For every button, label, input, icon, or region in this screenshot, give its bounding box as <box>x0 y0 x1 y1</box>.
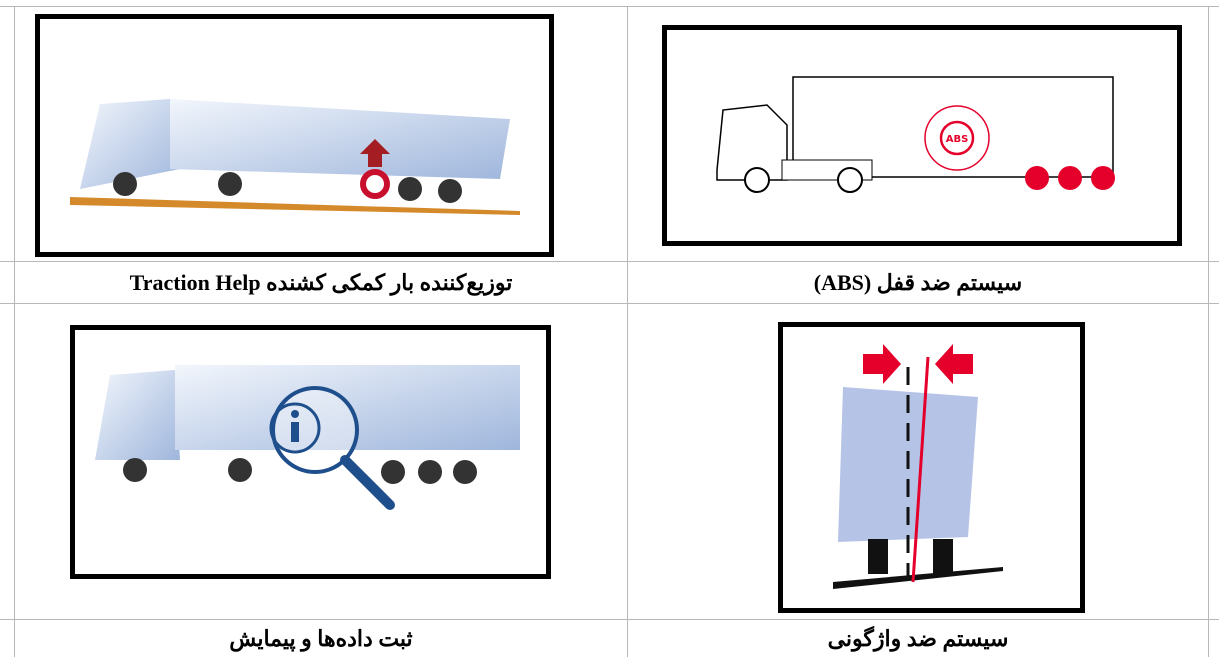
abs-ring <box>939 120 975 156</box>
table-border <box>0 619 1219 620</box>
wheel <box>744 167 770 193</box>
arrow <box>863 344 901 384</box>
truck-illustration <box>95 365 520 510</box>
table-border <box>0 261 1219 262</box>
arrow <box>935 344 973 384</box>
wheel <box>418 460 442 484</box>
wheel-highlight <box>360 169 390 199</box>
wheel <box>1025 166 1049 190</box>
traction-help-image <box>35 14 554 257</box>
leg <box>868 539 888 574</box>
tilt-line <box>911 356 930 583</box>
magnifier-handle <box>340 455 395 510</box>
table-border <box>0 303 1219 304</box>
abs-label: ABS <box>946 134 969 145</box>
truck-illustration: ABS <box>716 76 1115 193</box>
caption: سیستم ضد واژگونی <box>827 626 1009 651</box>
info-icon <box>269 402 321 454</box>
wheel <box>113 172 137 196</box>
wheel <box>228 458 252 482</box>
wheel <box>453 460 477 484</box>
arrow-up <box>360 139 390 167</box>
data-logging-image <box>70 325 551 579</box>
caption: ثبت داده‌ها و پیمایش <box>229 626 413 651</box>
cab <box>95 370 180 460</box>
wheel <box>381 460 405 484</box>
abs-badge <box>924 105 990 171</box>
wheel <box>438 179 462 203</box>
abs-image: ABS <box>662 25 1182 246</box>
info-icon <box>291 410 299 418</box>
slope <box>70 197 520 215</box>
cab <box>80 99 180 189</box>
wheel <box>1091 166 1115 190</box>
wheel <box>1058 166 1082 190</box>
trailer <box>170 99 510 179</box>
wheel <box>218 172 242 196</box>
ground <box>833 567 1003 589</box>
table-border <box>0 6 1219 7</box>
info-icon <box>291 422 299 442</box>
wheel <box>123 458 147 482</box>
table-border <box>627 6 628 657</box>
wheel <box>837 167 863 193</box>
trailer <box>175 365 520 450</box>
leg <box>933 539 953 574</box>
table-border <box>14 6 15 657</box>
cab <box>716 104 788 181</box>
caption: توزیع‌کننده بار کمکی کشنده Traction Help <box>129 270 513 295</box>
truck-illustration <box>70 99 520 215</box>
caption: سیستم ضد قفل (ABS) <box>813 270 1023 295</box>
table-border <box>1208 6 1209 657</box>
rollover-image <box>778 322 1085 613</box>
rollover-illustration <box>833 344 1003 589</box>
wheel <box>398 177 422 201</box>
